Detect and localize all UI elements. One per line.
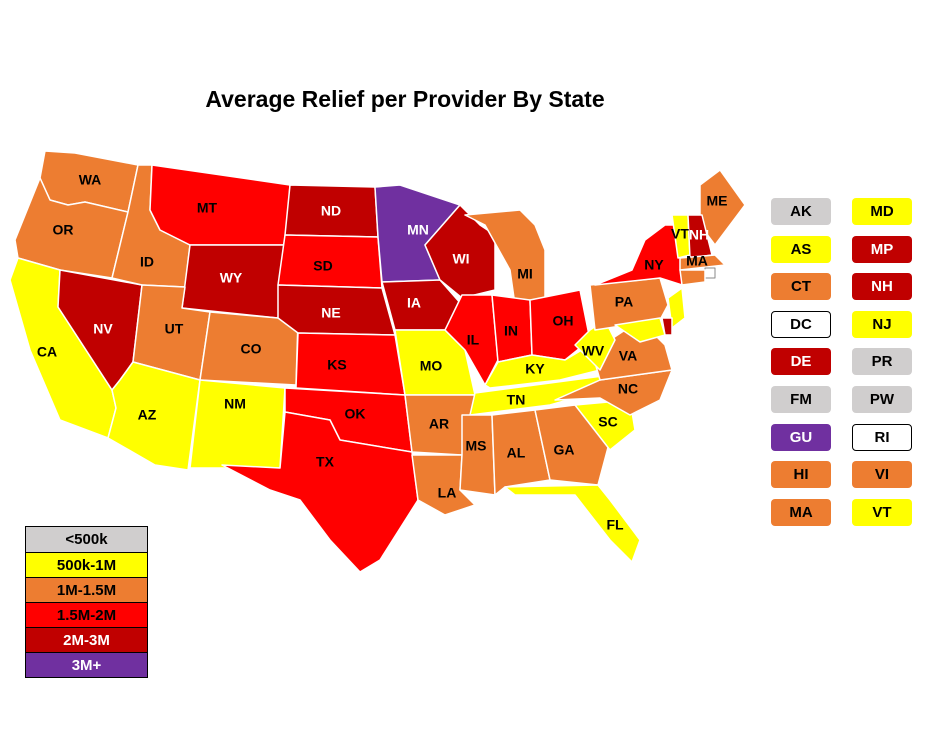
state-label-ma: MA xyxy=(686,253,708,269)
state-label-wy: WY xyxy=(220,270,243,286)
legend-item-4: 2M-3M xyxy=(26,627,147,652)
state-label-pa: PA xyxy=(615,294,633,310)
state-label-ca: CA xyxy=(37,344,57,360)
state-fl xyxy=(504,484,641,563)
state-label-ar: AR xyxy=(429,416,449,432)
legend-item-3: 1.5M-2M xyxy=(26,602,147,627)
state-label-ks: KS xyxy=(327,357,346,373)
color-legend: <500k 500k-1M 1M-1.5M 1.5M-2M 2M-3M 3M+ xyxy=(25,526,148,678)
legend-item-1: 500k-1M xyxy=(26,552,147,577)
state-label-or: OR xyxy=(53,222,74,238)
state-label-fl: FL xyxy=(606,517,624,533)
state-label-nm: NM xyxy=(224,396,246,412)
state-label-mi: MI xyxy=(517,266,533,282)
tile-de: DE xyxy=(771,348,831,376)
tile-fm: FM xyxy=(771,386,831,413)
state-label-mt: MT xyxy=(197,200,218,216)
state-ms xyxy=(459,414,496,496)
state-label-ky: KY xyxy=(525,361,545,377)
tile-ct: CT xyxy=(771,273,831,301)
tile-vi: VI xyxy=(852,461,912,489)
state-wv xyxy=(574,319,616,371)
state-label-la: LA xyxy=(438,485,457,501)
state-label-wa: WA xyxy=(79,172,102,188)
state-label-ia: IA xyxy=(407,295,421,311)
state-ma xyxy=(679,254,726,271)
state-label-mo: MO xyxy=(420,358,443,374)
legend-item-0: <500k xyxy=(26,527,147,552)
tile-vt: VT xyxy=(852,498,912,526)
map-title: Average Relief per Provider By State xyxy=(205,86,605,112)
tile-pr: PR xyxy=(852,348,912,376)
state-ks xyxy=(295,332,406,396)
state-label-wi: WI xyxy=(452,251,469,267)
state-label-nd: ND xyxy=(321,203,341,219)
tile-nj: NJ xyxy=(852,310,912,338)
state-label-tx: TX xyxy=(316,454,335,470)
state-label-nh: NH xyxy=(689,227,709,243)
tile-pw: PW xyxy=(852,386,912,413)
state-label-az: AZ xyxy=(138,407,157,423)
tile-gu: GU xyxy=(771,423,831,451)
state-label-wv: WV xyxy=(582,343,605,359)
state-ri xyxy=(704,267,716,279)
state-label-va: VA xyxy=(619,348,637,364)
tile-as: AS xyxy=(771,235,831,263)
state-label-tn: TN xyxy=(507,392,526,408)
state-label-in: IN xyxy=(504,323,518,339)
state-label-co: CO xyxy=(241,341,262,357)
legend-item-2: 1M-1.5M xyxy=(26,577,147,602)
state-mo xyxy=(394,329,476,396)
state-mt xyxy=(149,164,291,246)
state-oh xyxy=(529,289,591,361)
state-label-vt: VT xyxy=(671,226,689,242)
state-label-al: AL xyxy=(507,445,526,461)
tile-ma: MA xyxy=(771,498,831,526)
state-tx xyxy=(221,411,419,573)
tile-nh: NH xyxy=(852,273,912,301)
tile-dc: DC xyxy=(771,310,831,338)
state-al xyxy=(491,409,551,496)
legend-item-5: 3M+ xyxy=(26,652,147,677)
state-ct xyxy=(679,269,706,286)
state-label-id: ID xyxy=(140,254,154,270)
state-label-il: IL xyxy=(467,332,480,348)
tile-mp: MP xyxy=(852,235,912,263)
state-label-ut: UT xyxy=(165,321,184,337)
state-label-mn: MN xyxy=(407,222,429,238)
state-label-ny: NY xyxy=(644,257,664,273)
state-nm xyxy=(189,379,286,469)
state-label-ga: GA xyxy=(554,442,575,458)
state-label-me: ME xyxy=(707,193,728,209)
state-label-nc: NC xyxy=(618,381,638,397)
tile-ri: RI xyxy=(852,423,912,451)
state-wi xyxy=(424,204,496,299)
state-label-sc: SC xyxy=(598,414,617,430)
state-label-ne: NE xyxy=(321,305,340,321)
state-md xyxy=(614,317,666,343)
state-label-ok: OK xyxy=(345,406,366,422)
state-ny xyxy=(594,224,683,286)
tile-md: MD xyxy=(852,198,912,225)
tile-ak: AK xyxy=(771,198,831,225)
state-label-sd: SD xyxy=(313,258,332,274)
tile-hi: HI xyxy=(771,461,831,489)
state-label-oh: OH xyxy=(553,313,574,329)
state-label-ms: MS xyxy=(466,438,487,454)
state-label-nv: NV xyxy=(93,321,113,337)
